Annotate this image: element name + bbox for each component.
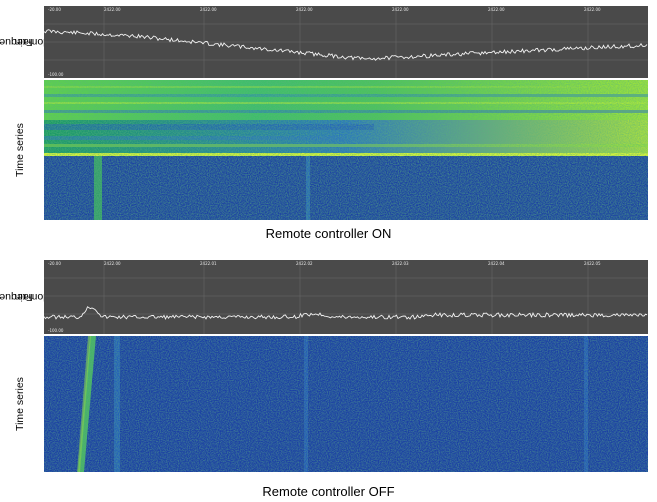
tick-label: 2422.00 (584, 7, 601, 12)
tick-label: 2422.03 (392, 261, 409, 266)
frequency-domain-plot: -20.00 -100.00 2422.00 2422.01 2422.02 2… (44, 260, 648, 334)
axis-corner-top: -20.00 (48, 261, 61, 266)
panel-remote-off: Frequencydomain -20.00 -100.00 2422.00 2… (0, 252, 657, 502)
axis-corner-bottom: -100.00 (48, 328, 64, 333)
tick-label: 2422.00 (488, 7, 505, 12)
spectrum-trace (44, 29, 648, 61)
tick-label: 2422.01 (200, 261, 217, 266)
caption-remote-on: Remote controller ON (265, 226, 392, 241)
time-series-waterfall (44, 80, 648, 220)
axis-corner-top: -20.00 (48, 7, 61, 12)
tick-label: 2422.05 (584, 261, 601, 266)
tick-label: 2422.02 (296, 261, 313, 266)
spectrum-trace (44, 306, 648, 320)
tick-label: 2422.04 (488, 261, 505, 266)
frequency-domain-label: Frequencydomain (0, 36, 50, 48)
frequency-domain-plot: -20.00 -100.00 2422.00 2422.00 2422.00 2… (44, 6, 648, 78)
time-series-waterfall (44, 336, 648, 472)
axis-corner-bottom: -100.00 (48, 72, 64, 77)
tick-label: 2422.00 (104, 7, 121, 12)
tick-label: 2422.00 (104, 261, 121, 266)
tick-label: 2422.00 (392, 7, 409, 12)
tick-label: 2422.00 (200, 7, 217, 12)
time-series-label: Time series (14, 377, 26, 431)
frequency-domain-label: Frequencydomain (0, 291, 50, 303)
caption-remote-off: Remote controller OFF (262, 484, 395, 499)
panel-remote-on: Frequencydomain -20.00 -100.00 2422.00 2… (0, 0, 657, 250)
time-series-label: Time series (14, 123, 26, 177)
tick-label: 2422.00 (296, 7, 313, 12)
